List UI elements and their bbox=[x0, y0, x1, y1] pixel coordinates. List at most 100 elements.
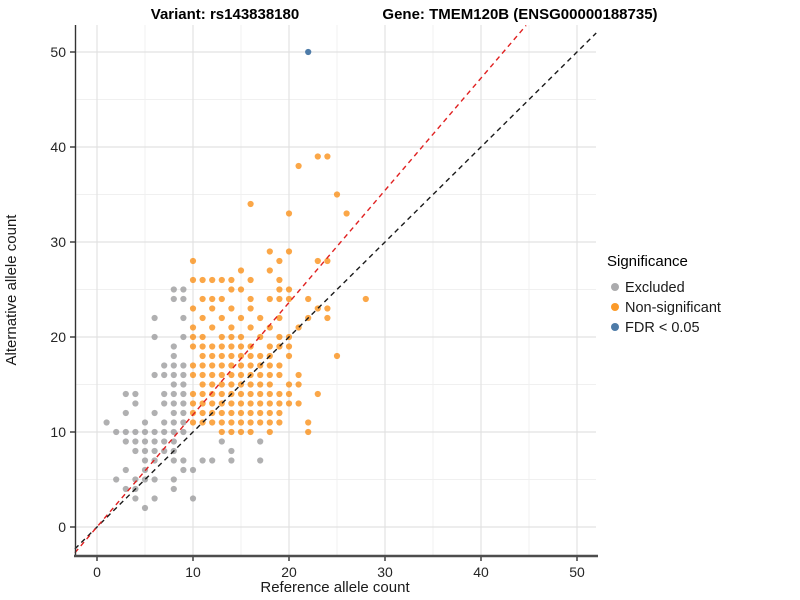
point-non-significant bbox=[257, 419, 264, 426]
legend-label-nonsignificant: Non-significant bbox=[625, 300, 721, 316]
point-excluded bbox=[170, 419, 177, 426]
y-tick-label: 0 bbox=[58, 519, 66, 535]
point-non-significant bbox=[285, 210, 293, 217]
point-non-significant bbox=[247, 324, 254, 331]
point-non-significant bbox=[199, 276, 206, 284]
point-excluded bbox=[151, 428, 158, 436]
point-excluded bbox=[170, 390, 177, 398]
point-excluded bbox=[132, 447, 139, 455]
point-non-significant bbox=[237, 352, 245, 360]
point-excluded bbox=[151, 314, 158, 322]
point-non-significant bbox=[199, 333, 206, 341]
point-excluded bbox=[132, 400, 139, 407]
point-excluded bbox=[180, 333, 187, 341]
point-excluded bbox=[161, 371, 168, 379]
point-non-significant bbox=[247, 400, 254, 407]
point-non-significant bbox=[218, 314, 225, 322]
point-non-significant bbox=[266, 390, 273, 398]
point-non-significant bbox=[189, 276, 197, 284]
point-non-significant bbox=[314, 153, 321, 160]
point-non-significant bbox=[189, 305, 197, 312]
point-non-significant bbox=[199, 390, 206, 398]
point-excluded bbox=[218, 438, 225, 445]
point-excluded bbox=[170, 362, 177, 369]
point-non-significant bbox=[237, 419, 245, 426]
point-non-significant bbox=[218, 276, 225, 284]
point-excluded bbox=[209, 457, 216, 464]
point-excluded bbox=[180, 295, 187, 303]
point-excluded bbox=[180, 390, 187, 398]
point-non-significant bbox=[257, 390, 264, 398]
point-non-significant bbox=[305, 295, 312, 303]
reference-lines bbox=[74, 24, 597, 554]
point-non-significant bbox=[257, 409, 264, 417]
legend: Significance Excluded Non-significant FD… bbox=[607, 253, 721, 336]
point-excluded bbox=[170, 457, 177, 464]
point-non-significant bbox=[285, 352, 293, 360]
legend-label-excluded: Excluded bbox=[625, 280, 685, 296]
point-excluded bbox=[161, 438, 168, 445]
point-non-significant bbox=[247, 362, 254, 369]
point-non-significant bbox=[228, 343, 235, 350]
point-excluded bbox=[151, 476, 158, 483]
point-non-significant bbox=[228, 286, 235, 293]
point-non-significant bbox=[324, 153, 331, 160]
point-non-significant bbox=[247, 295, 254, 303]
point-non-significant bbox=[247, 419, 254, 426]
x-tick-label: 40 bbox=[473, 564, 489, 580]
point-non-significant bbox=[295, 162, 302, 170]
point-non-significant bbox=[209, 390, 216, 398]
point-non-significant bbox=[247, 409, 254, 417]
y-tick-label: 10 bbox=[50, 424, 66, 440]
point-excluded bbox=[161, 419, 168, 426]
point-excluded bbox=[132, 438, 139, 445]
point-non-significant bbox=[324, 314, 331, 322]
point-excluded bbox=[141, 438, 149, 445]
point-excluded bbox=[170, 400, 177, 407]
point-non-significant bbox=[314, 390, 321, 398]
point-non-significant bbox=[314, 257, 321, 265]
point-excluded bbox=[170, 381, 177, 388]
point-non-significant bbox=[199, 362, 206, 369]
scatter-points bbox=[103, 48, 369, 512]
point-excluded bbox=[151, 371, 158, 379]
point-non-significant bbox=[257, 381, 264, 388]
point-non-significant bbox=[276, 286, 283, 293]
point-excluded bbox=[228, 457, 235, 464]
legend-swatch-fdr-icon bbox=[611, 323, 619, 331]
point-excluded bbox=[199, 457, 206, 464]
point-excluded bbox=[180, 466, 187, 474]
point-excluded bbox=[113, 428, 120, 436]
point-excluded bbox=[180, 381, 187, 388]
point-non-significant bbox=[285, 286, 293, 293]
gene-title: Gene: TMEM120B (ENSG00000188735) bbox=[382, 6, 657, 23]
point-excluded bbox=[132, 495, 139, 502]
gridlines bbox=[75, 25, 596, 556]
identity-line bbox=[74, 32, 597, 550]
point-non-significant bbox=[218, 419, 225, 426]
point-non-significant bbox=[237, 371, 245, 379]
point-excluded bbox=[180, 409, 187, 417]
expected-ratio-line bbox=[74, 24, 527, 554]
point-non-significant bbox=[257, 352, 264, 360]
point-non-significant bbox=[228, 419, 235, 426]
point-excluded bbox=[141, 447, 149, 455]
point-non-significant bbox=[247, 428, 254, 436]
point-non-significant bbox=[285, 248, 293, 255]
point-non-significant bbox=[228, 371, 235, 379]
point-non-significant bbox=[285, 295, 293, 303]
point-excluded bbox=[122, 438, 129, 445]
point-non-significant bbox=[218, 343, 225, 350]
point-excluded bbox=[228, 447, 235, 455]
point-fdr-0-05 bbox=[305, 48, 312, 56]
point-non-significant bbox=[285, 381, 293, 388]
point-non-significant bbox=[276, 400, 283, 407]
point-excluded bbox=[189, 466, 197, 474]
point-non-significant bbox=[237, 343, 245, 350]
point-excluded bbox=[132, 390, 139, 398]
point-non-significant bbox=[247, 381, 254, 388]
point-excluded bbox=[170, 371, 177, 379]
point-excluded bbox=[151, 438, 158, 445]
point-non-significant bbox=[266, 267, 273, 274]
